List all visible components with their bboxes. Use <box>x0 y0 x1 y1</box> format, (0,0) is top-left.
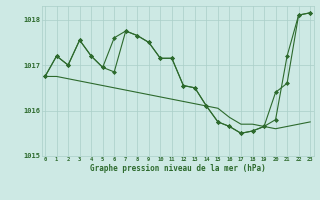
X-axis label: Graphe pression niveau de la mer (hPa): Graphe pression niveau de la mer (hPa) <box>90 164 266 173</box>
